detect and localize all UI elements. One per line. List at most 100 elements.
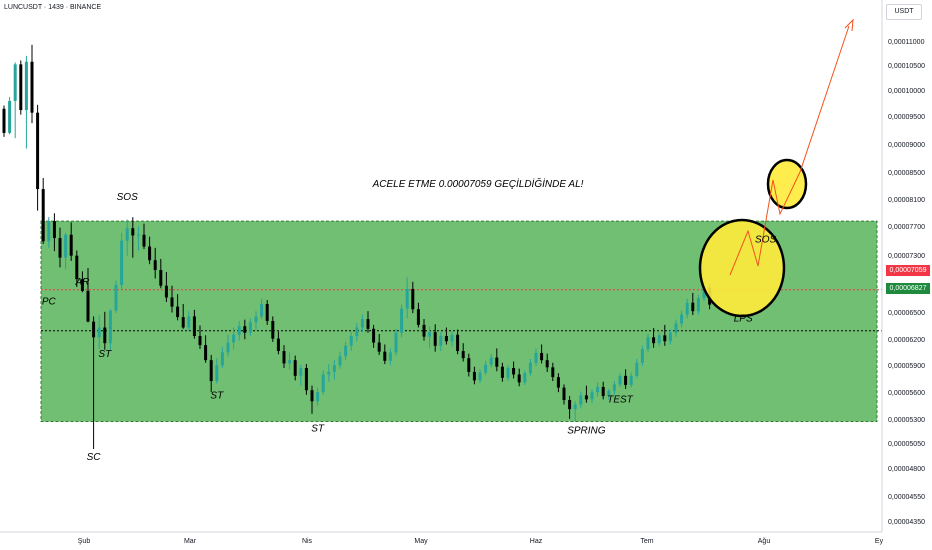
candle — [131, 217, 135, 258]
candle — [176, 294, 180, 321]
candle — [2, 105, 6, 137]
candle — [136, 226, 140, 251]
candle — [601, 381, 605, 400]
candle — [612, 381, 616, 395]
candle — [411, 281, 415, 314]
time-tick-label: Şub — [78, 538, 91, 545]
annotation-label: AR — [74, 277, 89, 288]
candle — [86, 268, 90, 323]
candle — [640, 345, 644, 367]
candle — [52, 213, 56, 252]
price-tick-label: 0,00009000 — [888, 142, 925, 149]
price-tick-label: 0,00011000 — [888, 39, 925, 46]
candle — [19, 60, 23, 115]
candle — [58, 227, 62, 268]
candle — [573, 401, 577, 422]
candle — [64, 232, 68, 270]
candles-layer — [2, 44, 712, 449]
price-tick-label: 0,00008100 — [888, 197, 925, 204]
candle — [355, 322, 359, 342]
candle — [618, 373, 622, 387]
candle — [691, 292, 695, 316]
candle — [551, 362, 555, 382]
annotation-label: SOS — [117, 192, 138, 203]
candle — [540, 344, 544, 364]
price-tick-label: 0,00005300 — [888, 417, 925, 424]
price-tick-label: 0,00004350 — [888, 519, 925, 526]
candle — [36, 104, 40, 211]
time-tick-label: Mar — [184, 538, 197, 545]
candle — [512, 361, 516, 379]
candle — [120, 232, 124, 291]
candle — [232, 327, 236, 350]
candle — [226, 334, 230, 357]
time-axis[interactable]: Şub Mar Nis May Haz Tem Ağu Ey — [0, 531, 884, 545]
candle — [299, 364, 303, 386]
price-tick-label: 0,00004550 — [888, 494, 925, 501]
candle — [668, 329, 672, 345]
price-tick-label: 0,00009500 — [888, 114, 925, 121]
candle — [103, 311, 107, 350]
candle — [254, 311, 258, 330]
lps-ellipse — [698, 218, 786, 318]
candle — [506, 365, 510, 382]
candle — [125, 219, 129, 256]
candle — [439, 332, 443, 352]
annotation-label: TEST — [607, 395, 633, 406]
candle — [142, 223, 146, 250]
candle — [528, 358, 532, 376]
candle — [271, 316, 275, 342]
candle — [635, 358, 639, 379]
candle — [685, 298, 689, 319]
current-price-tag: 0,00006827 — [886, 283, 930, 294]
candle — [545, 353, 549, 372]
annotation-label: SC — [87, 452, 102, 463]
candle — [495, 348, 499, 372]
candle — [248, 318, 252, 336]
candle — [92, 316, 96, 449]
candle — [652, 328, 656, 348]
last-price-tag: 0,00007059 — [886, 265, 930, 276]
candle — [304, 364, 308, 395]
candle — [24, 55, 28, 149]
candle — [629, 372, 633, 388]
unit-badge[interactable]: USDT — [886, 4, 922, 20]
candle — [534, 348, 538, 367]
candle — [607, 388, 611, 400]
projection-arrowhead — [844, 18, 854, 32]
candle — [450, 331, 454, 347]
candle — [568, 396, 572, 419]
price-tick-label: 0,00004800 — [888, 466, 925, 473]
candle — [444, 327, 448, 345]
candle — [164, 272, 168, 303]
candle — [69, 222, 73, 261]
candle — [433, 324, 437, 352]
candle — [517, 368, 521, 387]
ellipses-layer — [698, 158, 808, 318]
candle — [484, 360, 488, 376]
candle — [500, 362, 504, 382]
annotation-label: ST — [98, 349, 112, 360]
candle — [204, 335, 208, 363]
candle — [489, 353, 493, 368]
candle — [282, 345, 286, 368]
candle — [400, 304, 404, 338]
candle — [383, 344, 387, 365]
time-tick-label: May — [414, 538, 428, 545]
candle — [97, 315, 101, 350]
candle — [276, 331, 280, 355]
candle — [657, 332, 661, 347]
candle — [47, 217, 51, 248]
candle — [170, 285, 174, 313]
candle — [192, 309, 196, 339]
projection-path — [729, 25, 850, 276]
price-axis[interactable]: 0,00011000 0,00010500 0,00010000 0,00009500… — [881, 0, 925, 532]
candle — [663, 324, 667, 346]
annotations-layer: ACELE ETME 0.00007059 GEÇİLDİĞİNDE AL! SO… — [42, 177, 777, 463]
candle — [472, 366, 476, 385]
candle — [344, 341, 348, 361]
candle — [467, 353, 471, 377]
candle — [198, 325, 202, 350]
time-tick-label: Ey — [875, 538, 884, 545]
